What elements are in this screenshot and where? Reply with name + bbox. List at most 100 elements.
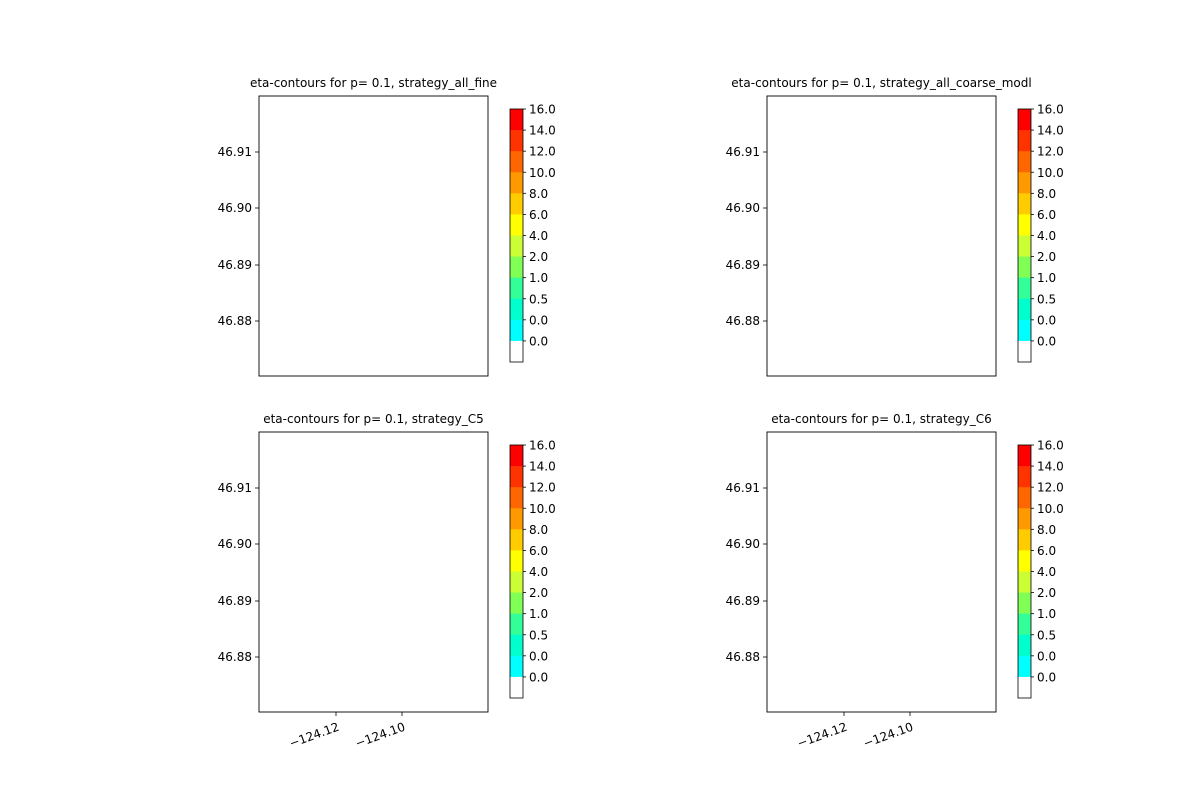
colorbar-label: 0.0 bbox=[1037, 649, 1056, 663]
colorbar-segment bbox=[510, 130, 523, 152]
axes-frame bbox=[766, 95, 997, 377]
y-tick-label: 46.91 bbox=[726, 481, 760, 495]
colorbar-label: 12.0 bbox=[1037, 481, 1064, 495]
colorbar-segment bbox=[1018, 466, 1031, 488]
y-tick-label: 46.89 bbox=[726, 258, 760, 272]
colorbar-label: 12.0 bbox=[1037, 145, 1064, 159]
x-tick-label: −124.12 bbox=[795, 720, 849, 751]
colorbar-segment bbox=[1018, 592, 1031, 615]
colorbar-segment bbox=[1018, 340, 1031, 363]
y-tick-label: 46.90 bbox=[218, 537, 252, 551]
y-tick-label: 46.90 bbox=[218, 201, 252, 215]
y-tick-label: 46.89 bbox=[218, 594, 252, 608]
colorbar-label: 4.0 bbox=[1037, 229, 1056, 243]
colorbar-label: 8.0 bbox=[1037, 187, 1056, 201]
colorbar-label: 1.0 bbox=[1037, 271, 1056, 285]
colorbar-label: 2.0 bbox=[529, 586, 548, 600]
colorbar-label: 6.0 bbox=[529, 208, 548, 222]
colorbar-label: 6.0 bbox=[529, 544, 548, 558]
colorbar-segment bbox=[510, 172, 523, 194]
y-tick-label: 46.88 bbox=[726, 314, 760, 328]
colorbar-segment bbox=[510, 214, 523, 236]
colorbar-label: 10.0 bbox=[1037, 166, 1064, 180]
colorbar-segment bbox=[1018, 172, 1031, 194]
colorbar-label: 16.0 bbox=[529, 103, 556, 117]
y-tick-label: 46.91 bbox=[218, 145, 252, 159]
colorbar-segment bbox=[1018, 445, 1031, 467]
chart-panel-1: eta-contours for p= 0.1, strategy_all_fi… bbox=[218, 76, 556, 377]
colorbar-segment bbox=[510, 277, 523, 300]
colorbar-segment bbox=[510, 571, 523, 594]
y-tick-label: 46.89 bbox=[726, 594, 760, 608]
colorbar-label: 16.0 bbox=[529, 439, 556, 453]
colorbar-segment bbox=[510, 676, 523, 699]
y-tick-label: 46.91 bbox=[726, 145, 760, 159]
colorbar-label: 1.0 bbox=[1037, 607, 1056, 621]
colorbar-label: 0.0 bbox=[1037, 313, 1056, 327]
colorbar-label: 14.0 bbox=[1037, 124, 1064, 138]
y-tick-label: 46.89 bbox=[218, 258, 252, 272]
colorbar-label: 16.0 bbox=[1037, 103, 1064, 117]
colorbar-segment bbox=[1018, 109, 1031, 131]
colorbar-label: 0.0 bbox=[529, 334, 548, 348]
colorbar-segment bbox=[510, 655, 523, 678]
colorbar-segment bbox=[510, 340, 523, 363]
colorbar-segment bbox=[1018, 214, 1031, 236]
colorbar-segment bbox=[1018, 508, 1031, 530]
colorbar-label: 4.0 bbox=[529, 565, 548, 579]
colorbar-label: 2.0 bbox=[529, 250, 548, 264]
colorbar-segment bbox=[1018, 487, 1031, 509]
y-tick-label: 46.90 bbox=[726, 537, 760, 551]
colorbar-label: 2.0 bbox=[1037, 586, 1056, 600]
axes-frame bbox=[766, 431, 997, 713]
colorbar-label: 10.0 bbox=[529, 166, 556, 180]
colorbar-label: 14.0 bbox=[529, 460, 556, 474]
colorbar-label: 0.5 bbox=[1037, 628, 1056, 642]
y-tick-label: 46.91 bbox=[218, 481, 252, 495]
colorbar-label: 0.0 bbox=[529, 649, 548, 663]
colorbar-label: 6.0 bbox=[1037, 544, 1056, 558]
x-tick-label: −124.10 bbox=[353, 720, 407, 751]
panel-title: eta-contours for p= 0.1, strategy_all_co… bbox=[731, 76, 1031, 90]
colorbar-segment bbox=[1018, 256, 1031, 279]
colorbar-label: 0.5 bbox=[529, 628, 548, 642]
colorbar-label: 8.0 bbox=[529, 523, 548, 537]
colorbar-label: 8.0 bbox=[529, 187, 548, 201]
colorbar-segment bbox=[1018, 319, 1031, 342]
colorbar-segment bbox=[1018, 550, 1031, 572]
colorbar-segment bbox=[1018, 613, 1031, 636]
colorbar-label: 0.0 bbox=[1037, 334, 1056, 348]
colorbar-segment bbox=[510, 109, 523, 131]
colorbar-segment bbox=[510, 592, 523, 615]
colorbar-label: 0.0 bbox=[1037, 670, 1056, 684]
y-tick-label: 46.90 bbox=[726, 201, 760, 215]
colorbar-segment bbox=[1018, 277, 1031, 300]
colorbar-segment bbox=[1018, 529, 1031, 551]
colorbar-segment bbox=[510, 193, 523, 215]
colorbar-label: 12.0 bbox=[529, 145, 556, 159]
axes-frame bbox=[258, 95, 489, 377]
chart-panel-3: eta-contours for p= 0.1, strategy_C5 46.9… bbox=[218, 412, 556, 751]
colorbar-label: 0.0 bbox=[529, 670, 548, 684]
y-tick-label: 46.88 bbox=[218, 314, 252, 328]
colorbar-segment bbox=[1018, 634, 1031, 657]
colorbar-label: 16.0 bbox=[1037, 439, 1064, 453]
colorbar-segment bbox=[510, 466, 523, 488]
colorbar-segment bbox=[510, 256, 523, 279]
colorbar-label: 0.5 bbox=[529, 292, 548, 306]
colorbar-segment bbox=[1018, 151, 1031, 173]
colorbar-label: 6.0 bbox=[1037, 208, 1056, 222]
colorbar-segment bbox=[510, 319, 523, 342]
colorbar-label: 2.0 bbox=[1037, 250, 1056, 264]
colorbar-segment bbox=[1018, 298, 1031, 321]
axes-frame bbox=[258, 431, 489, 713]
colorbar: 16.0 14.0 12.0 10.0 8.0 6.0 4.0 2.0 1.0 0.5 0.0 0.0 bbox=[1017, 439, 1064, 699]
colorbar-segment bbox=[1018, 235, 1031, 258]
colorbar-segment bbox=[1018, 571, 1031, 594]
colorbar-label: 1.0 bbox=[529, 607, 548, 621]
colorbar-label: 10.0 bbox=[1037, 502, 1064, 516]
colorbar-segment bbox=[510, 529, 523, 551]
colorbar-label: 10.0 bbox=[529, 502, 556, 516]
panel-title: eta-contours for p= 0.1, strategy_all_fi… bbox=[250, 76, 497, 90]
colorbar-label: 0.0 bbox=[529, 313, 548, 327]
